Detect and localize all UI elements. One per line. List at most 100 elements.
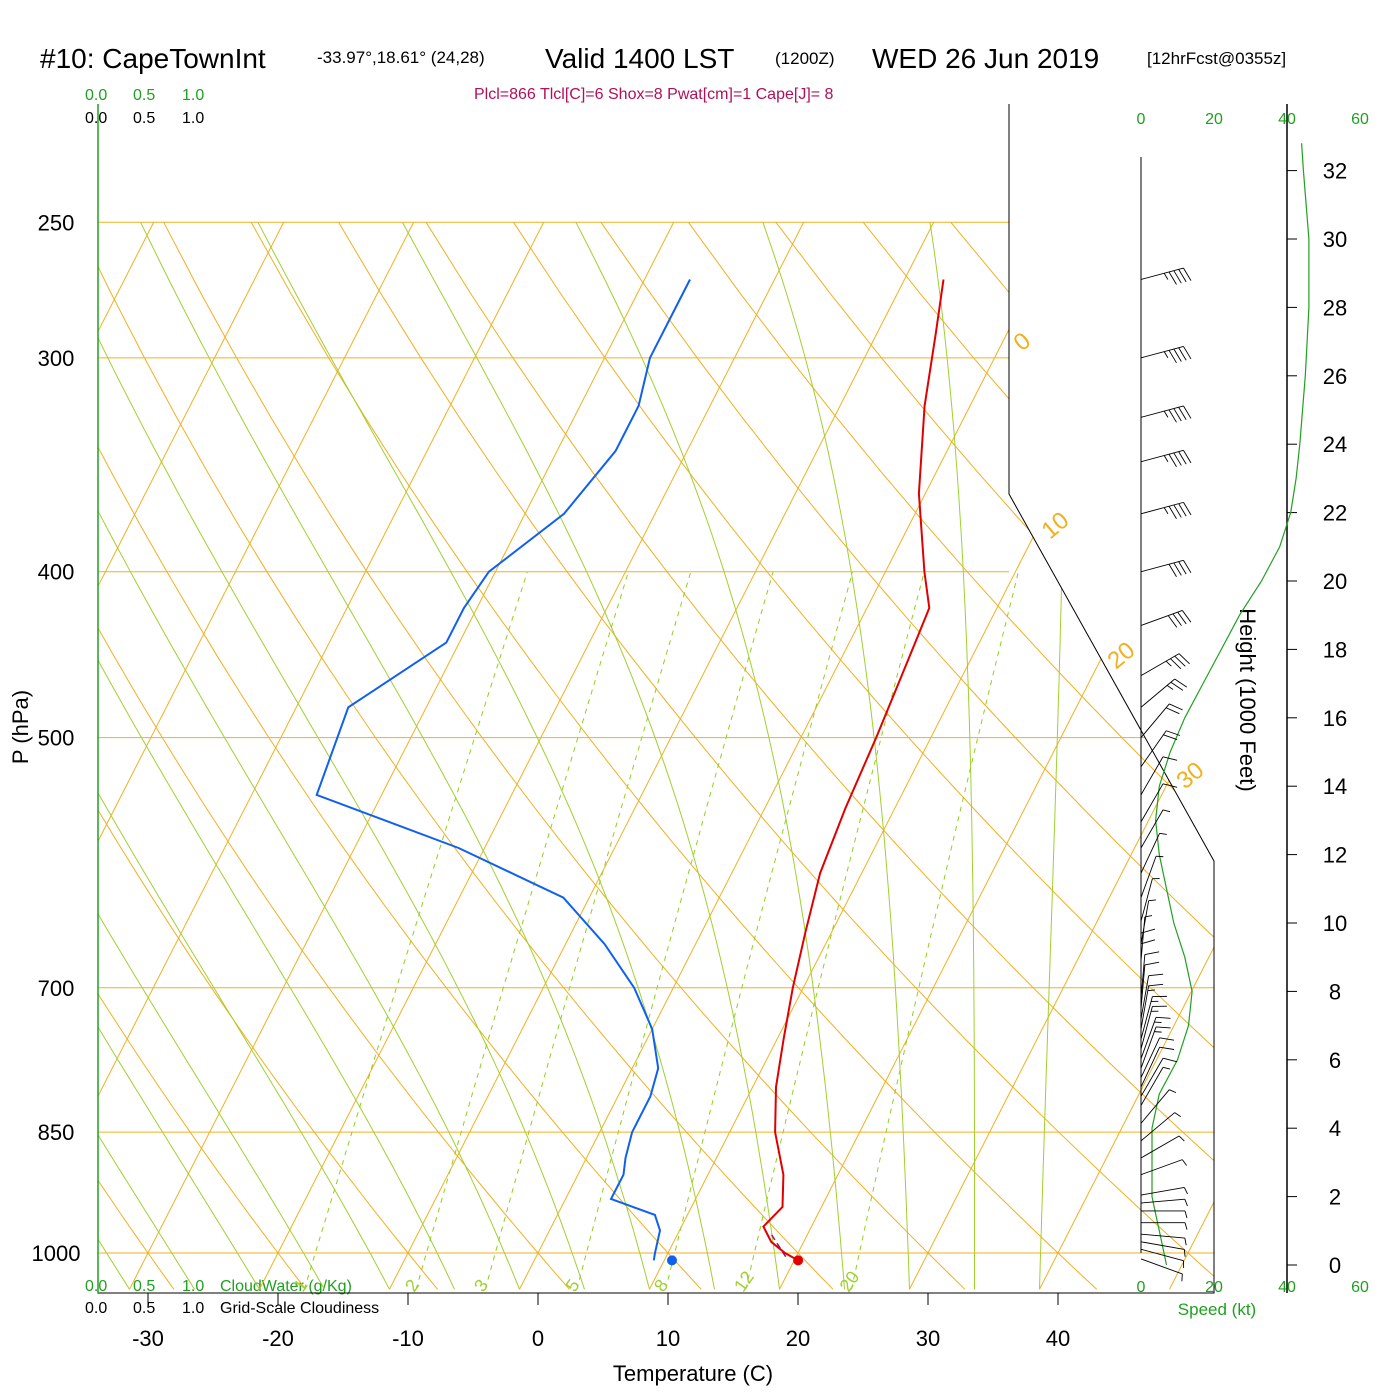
wind-barb-staff [1140,678,1175,708]
wind-barb-feather [1148,973,1164,977]
wind-barb [1140,1066,1171,1106]
wind-barb [1140,983,1164,1030]
wind-barb-staff [1140,405,1184,418]
wind-barb-staff [1140,267,1184,280]
wind-barb-feather [1174,678,1188,688]
cw-top-tick: 0.0 [85,87,107,104]
mixing-ratio-line [745,571,925,1290]
wind-barb [1140,951,1160,999]
moist-adiabat-line [98,222,455,1290]
wind-barb [1140,1026,1171,1069]
wind-barb-feather [1169,703,1183,711]
wind-barb [1140,1241,1186,1257]
wind-barb-staff [1140,1241,1185,1250]
wind-barb-staff [1140,975,1150,1020]
moist-adiabat-line [98,222,520,1290]
dry-adiabat-line [687,222,1214,1290]
wind-barb [1140,809,1171,849]
speed-tick-label: 20 [1205,1279,1223,1296]
isotherm-line [98,222,545,1290]
dry-adiabat-line [862,221,1214,1290]
wind-barb-half [1184,1237,1187,1246]
wind-barb-half [1159,832,1167,835]
speed-tick-label: 20 [1205,111,1223,128]
moist-adiabat-line [98,222,390,1290]
wind-barb-half [1162,809,1171,813]
wind-barb-staff [1140,900,1150,945]
isotherm-line [1039,222,1214,1290]
wind-barb [1140,961,1160,1009]
isotherm-label: 10 [1037,507,1075,545]
x-tick-label: -20 [262,1326,294,1351]
wind-barb [1140,1159,1187,1176]
dry-adiabat-line [1125,221,1214,1290]
wind-barb [1140,1233,1187,1246]
wind-barb-staff [1140,501,1184,515]
mixing-ratio-line [415,571,629,1290]
wind-barb-feather [1178,407,1187,420]
mixing-ratio-label: 2 [401,1276,423,1296]
wind-barb-feather [1144,961,1160,966]
wind-barb-staff [1140,610,1183,626]
mixing-ratio-label: 20 [835,1267,863,1295]
wind-barb-feather [1168,350,1177,364]
x-tick-label: 30 [916,1326,940,1351]
cloudwater-label: CloudWater (g/Kg) [220,1278,352,1295]
wind-barb-feather [1159,1037,1175,1041]
x-axis-label: Temperature (C) [613,1361,773,1386]
moist-adiabat-line [257,222,715,1290]
mixing-ratio-line [665,571,854,1290]
wind-barb-feather [1178,451,1187,465]
y-axis-label: P (hPa) [8,690,33,764]
height-tick-label: 14 [1323,774,1347,799]
wind-barb-feather [1183,450,1192,464]
isotherm-label: 0 [1009,327,1037,356]
wind-barb-staff [1140,1233,1185,1239]
wind-barb-feather [1168,454,1177,467]
wind-barb [1140,610,1192,628]
wind-barb-half [1163,410,1169,418]
wind-barb-half [1184,1210,1188,1219]
wind-barb-feather [1178,561,1187,575]
wind-barb-staff [1140,833,1161,874]
wind-barb-feather [1173,348,1182,362]
wind-barb-half [1154,1031,1162,1033]
pressure-tick-label: 700 [38,976,75,1001]
wind-barb [1140,855,1164,898]
mixing-ratio-label: 12 [730,1267,758,1295]
dry-adiabat-line [775,221,1214,1290]
forecast-info: [12hrFcst@0355z] [1147,49,1286,68]
wind-barb-feather [1156,1016,1171,1019]
wind-barb-half [1154,1021,1162,1023]
height-tick-label: 22 [1323,501,1347,526]
wind-barb-feather [1163,734,1178,741]
cloudwater-top-ticks: 0.0 0.5 1.0 0.0 0.5 1.0 [85,87,204,127]
surface-temp-marker [793,1255,804,1266]
isotherm-line [779,222,1214,1290]
wind-barb-feather [1173,452,1182,466]
speed-tick-label: 40 [1278,111,1296,128]
height-axis-label: Height (1000 Feet) [1235,608,1260,791]
wind-barb-half [1174,1112,1181,1118]
wind-barb-half [1183,1187,1188,1195]
wind-barb-half [1184,1222,1188,1230]
height-tick-label: 24 [1323,432,1347,457]
height-tick-label: 18 [1323,637,1347,662]
moist-adiabat-line [929,222,975,1290]
params-line: Plcl=866 Tlcl[C]=6 Shox=8 Pwat[cm]=1 Cap… [474,86,834,103]
wind-barb-staff [1140,1186,1185,1196]
wind-barb-feather [1173,408,1182,422]
wind-barb-feather [1159,1046,1175,1050]
wind-barb-feather [1178,653,1190,665]
cl-top-tick: 1.0 [182,110,204,127]
speed-tick-label: 60 [1351,111,1369,128]
wind-barb-staff [1140,1258,1183,1275]
wind-barb-feather [1177,611,1187,625]
cw-top-tick: 1.0 [182,87,204,104]
wind-barb-half [1166,685,1174,690]
wind-barb-feather [1173,504,1182,518]
wind-barb-staff [1140,783,1164,823]
wind-barb [1140,783,1178,823]
height-tick-label: 30 [1323,227,1347,252]
